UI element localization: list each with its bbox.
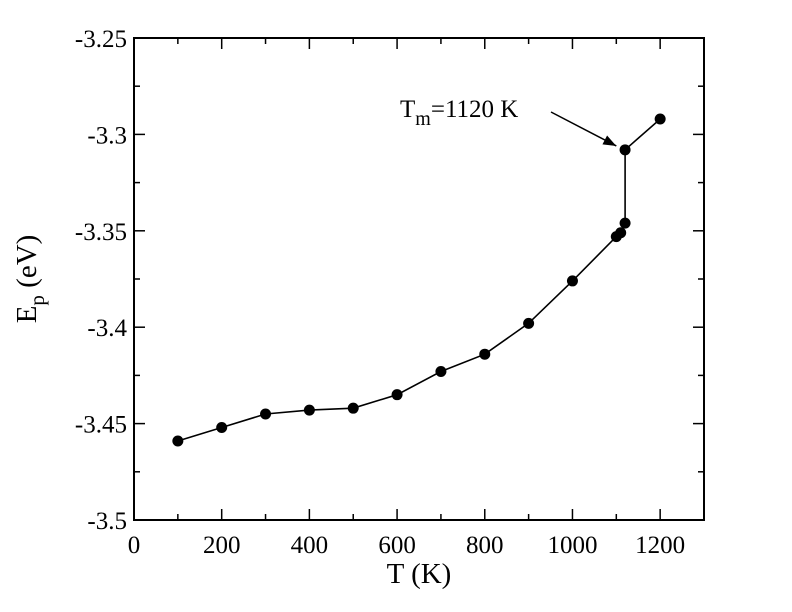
data-point: [216, 421, 228, 433]
y-tick-label: -3.45: [75, 412, 127, 439]
x-tick-labels: 0 200 400 600 800 1000 1200: [128, 532, 685, 559]
data-point: [523, 317, 535, 329]
annotation-arrow: [550, 111, 617, 147]
data-point: [347, 402, 359, 414]
y-tick-label: -3.5: [87, 508, 127, 535]
y-tick-labels: -3.25 -3.3 -3.35 -3.4 -3.45 -3.5: [75, 26, 128, 535]
annotation-sub: m: [415, 108, 431, 130]
data-point: [435, 366, 447, 378]
series-line: [177, 118, 661, 442]
y-tick-label: -3.25: [75, 26, 127, 53]
x-tick-label: 600: [378, 532, 416, 559]
data-point: [566, 275, 578, 287]
x-tick-label: 200: [203, 532, 241, 559]
series-group: [172, 113, 666, 447]
data-point: [172, 435, 184, 447]
data-point: [619, 217, 631, 229]
annotation-arrowhead: [602, 135, 617, 146]
x-tick-label: 0: [128, 532, 141, 559]
annotation-main: T: [400, 96, 415, 123]
data-point: [619, 144, 631, 156]
x-tick-label: 1200: [635, 532, 685, 559]
y-tick-label: -3.4: [87, 315, 127, 342]
y-tick-label: -3.3: [87, 122, 127, 149]
y-tick-label: -3.35: [75, 219, 127, 246]
data-point: [654, 113, 666, 125]
y-axis-label-sub: p: [25, 295, 49, 306]
annotation-rest: =1120 K: [431, 96, 518, 123]
y-axis-label-rest: (eV): [11, 235, 43, 295]
y-axis-label: Ep (eV): [11, 235, 49, 324]
x-tick-label: 1000: [547, 532, 597, 559]
x-axis-label: T (K): [387, 558, 452, 590]
data-point: [303, 404, 315, 416]
x-tick-label: 800: [466, 532, 504, 559]
annotation-label: Tm=1120 K: [400, 96, 518, 130]
data-point: [615, 227, 627, 239]
x-tick-label: 400: [291, 532, 329, 559]
data-point: [391, 389, 403, 401]
y-axis-label-main: E: [11, 306, 43, 324]
axis-ticks: [133, 37, 704, 521]
data-point: [260, 408, 272, 420]
data-point: [479, 348, 491, 360]
